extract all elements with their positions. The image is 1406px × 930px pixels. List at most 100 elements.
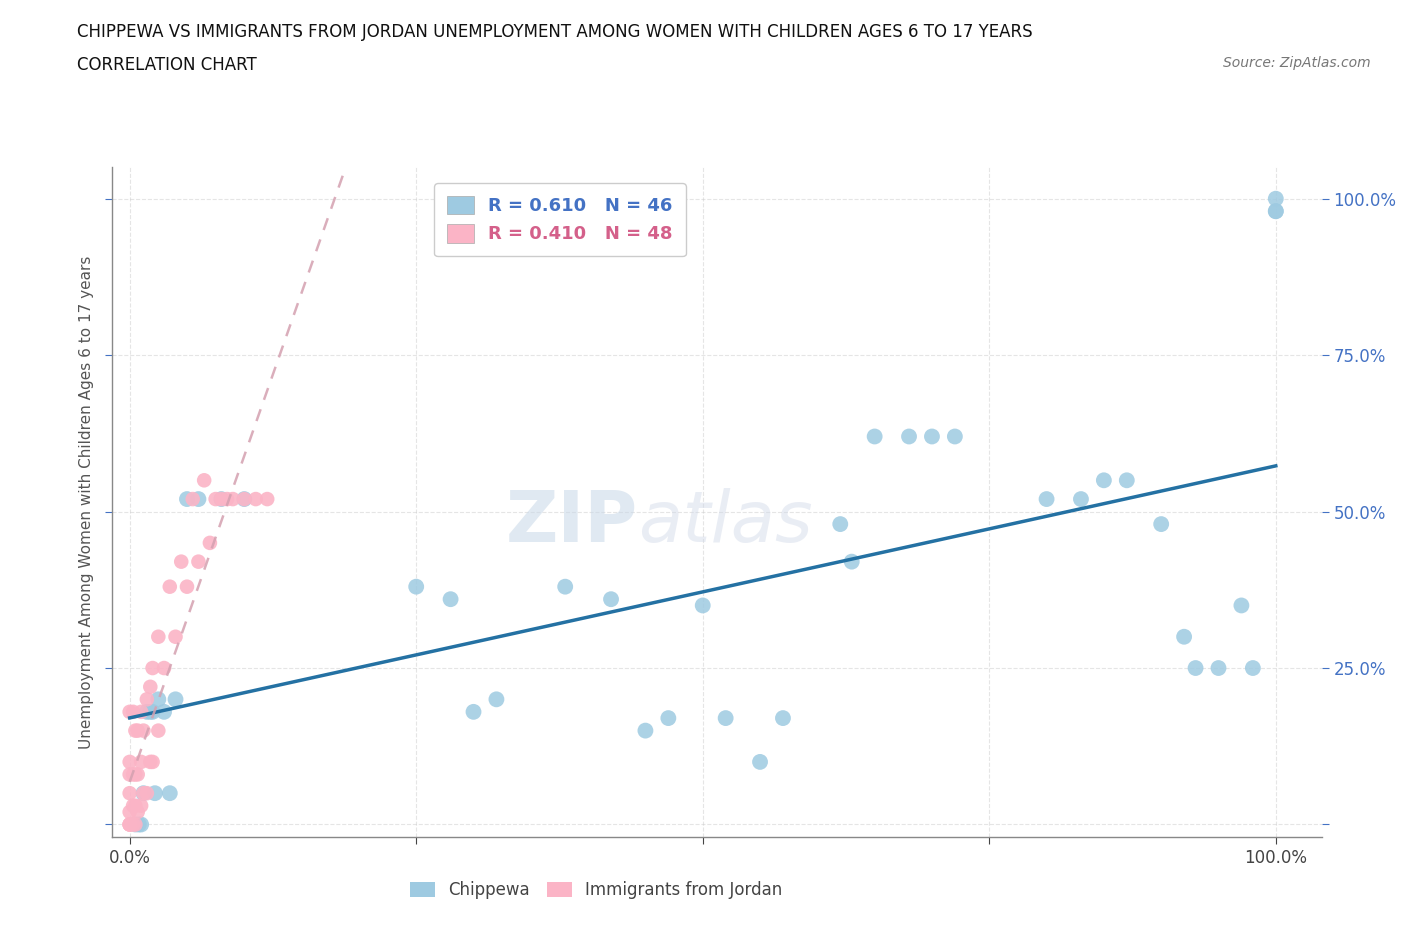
Point xyxy=(129,704,152,719)
Text: atlas: atlas xyxy=(638,488,813,557)
Point xyxy=(124,767,146,782)
Point xyxy=(139,704,162,719)
Point xyxy=(135,692,157,707)
Point xyxy=(124,817,146,832)
Point xyxy=(148,630,170,644)
Point xyxy=(153,704,176,719)
Point xyxy=(176,579,198,594)
Point xyxy=(118,786,141,801)
Point xyxy=(148,724,170,738)
Point xyxy=(233,492,256,507)
Point xyxy=(124,798,146,813)
Point xyxy=(485,692,508,707)
Point xyxy=(193,472,215,487)
Point xyxy=(165,630,187,644)
Point xyxy=(122,704,145,719)
Point xyxy=(127,724,149,738)
Point xyxy=(122,767,145,782)
Text: Source: ZipAtlas.com: Source: ZipAtlas.com xyxy=(1223,56,1371,70)
Point xyxy=(209,492,232,507)
Point xyxy=(405,579,427,594)
Point xyxy=(1173,630,1195,644)
Point xyxy=(132,724,155,738)
Point xyxy=(209,492,232,507)
Point xyxy=(1150,517,1173,532)
Point xyxy=(142,704,165,719)
Point xyxy=(118,817,141,832)
Point xyxy=(127,767,149,782)
Y-axis label: Unemployment Among Women with Children Ages 6 to 17 years: Unemployment Among Women with Children A… xyxy=(79,256,94,749)
Point xyxy=(1070,492,1092,507)
Point xyxy=(139,680,162,695)
Point xyxy=(118,817,141,832)
Point xyxy=(118,704,141,719)
Point xyxy=(634,724,657,738)
Point xyxy=(176,492,198,507)
Point xyxy=(1208,660,1230,675)
Text: CHIPPEWA VS IMMIGRANTS FROM JORDAN UNEMPLOYMENT AMONG WOMEN WITH CHILDREN AGES 6: CHIPPEWA VS IMMIGRANTS FROM JORDAN UNEMP… xyxy=(77,23,1033,41)
Point xyxy=(181,492,204,507)
Point xyxy=(129,817,152,832)
Point xyxy=(142,660,165,675)
Point xyxy=(159,786,181,801)
Point xyxy=(153,660,176,675)
Point xyxy=(772,711,794,725)
Point xyxy=(170,554,193,569)
Point xyxy=(129,754,152,769)
Point xyxy=(1264,204,1286,219)
Point xyxy=(600,591,623,606)
Point xyxy=(124,817,146,832)
Point xyxy=(118,767,141,782)
Point xyxy=(198,536,221,551)
Point xyxy=(749,754,772,769)
Point xyxy=(222,492,245,507)
Text: ZIP: ZIP xyxy=(506,488,638,557)
Point xyxy=(657,711,679,725)
Point xyxy=(1035,492,1057,507)
Point xyxy=(463,704,485,719)
Point xyxy=(127,804,149,819)
Point xyxy=(122,817,145,832)
Point xyxy=(233,492,256,507)
Point xyxy=(118,817,141,832)
Point xyxy=(1184,660,1206,675)
Point xyxy=(204,492,226,507)
Point xyxy=(217,492,239,507)
Point xyxy=(187,492,209,507)
Point xyxy=(1264,192,1286,206)
Point xyxy=(245,492,267,507)
Point xyxy=(124,724,146,738)
Point xyxy=(1115,472,1137,487)
Point xyxy=(122,798,145,813)
Text: CORRELATION CHART: CORRELATION CHART xyxy=(77,56,257,73)
Point xyxy=(692,598,714,613)
Point xyxy=(118,804,141,819)
Point xyxy=(142,754,165,769)
Point xyxy=(165,692,187,707)
Point xyxy=(128,817,150,832)
Point xyxy=(898,429,921,444)
Point xyxy=(439,591,461,606)
Point xyxy=(135,786,157,801)
Point xyxy=(921,429,943,444)
Point xyxy=(1241,660,1264,675)
Point xyxy=(129,798,152,813)
Point xyxy=(159,579,181,594)
Point xyxy=(1092,472,1115,487)
Point xyxy=(256,492,278,507)
Point xyxy=(118,754,141,769)
Point xyxy=(830,517,852,532)
Point xyxy=(132,786,155,801)
Legend: Chippewa, Immigrants from Jordan: Chippewa, Immigrants from Jordan xyxy=(404,874,789,906)
Point xyxy=(139,754,162,769)
Point xyxy=(841,554,863,569)
Point xyxy=(714,711,737,725)
Point xyxy=(143,786,166,801)
Point xyxy=(1230,598,1253,613)
Point xyxy=(148,692,170,707)
Point xyxy=(943,429,966,444)
Point xyxy=(554,579,576,594)
Point xyxy=(863,429,886,444)
Point xyxy=(187,554,209,569)
Point xyxy=(135,704,157,719)
